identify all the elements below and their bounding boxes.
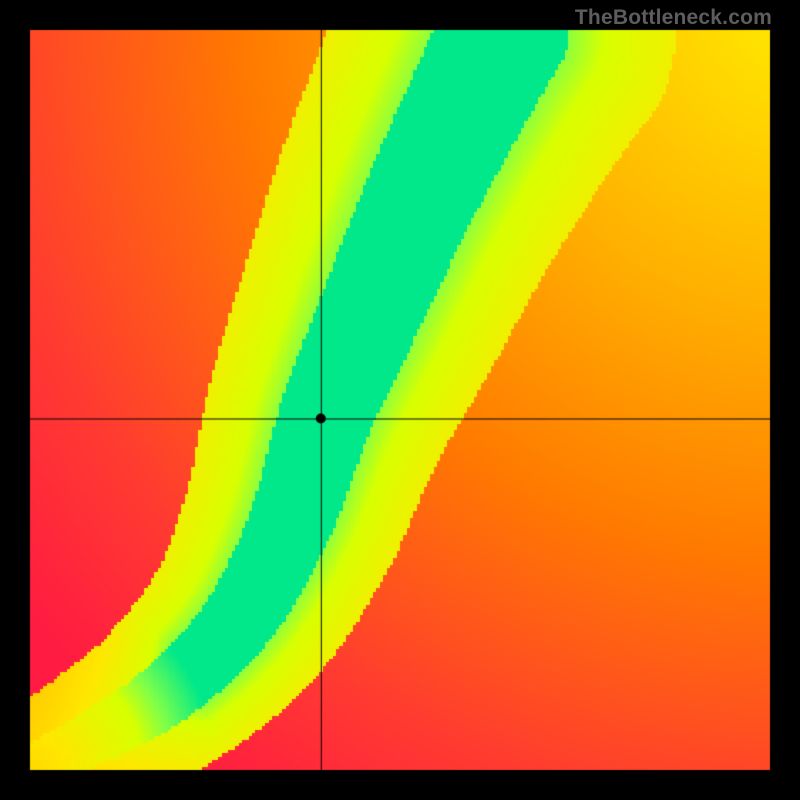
heatmap-canvas — [0, 0, 800, 800]
watermark-text: TheBottleneck.com — [575, 6, 772, 30]
chart-container: TheBottleneck.com — [0, 0, 800, 800]
